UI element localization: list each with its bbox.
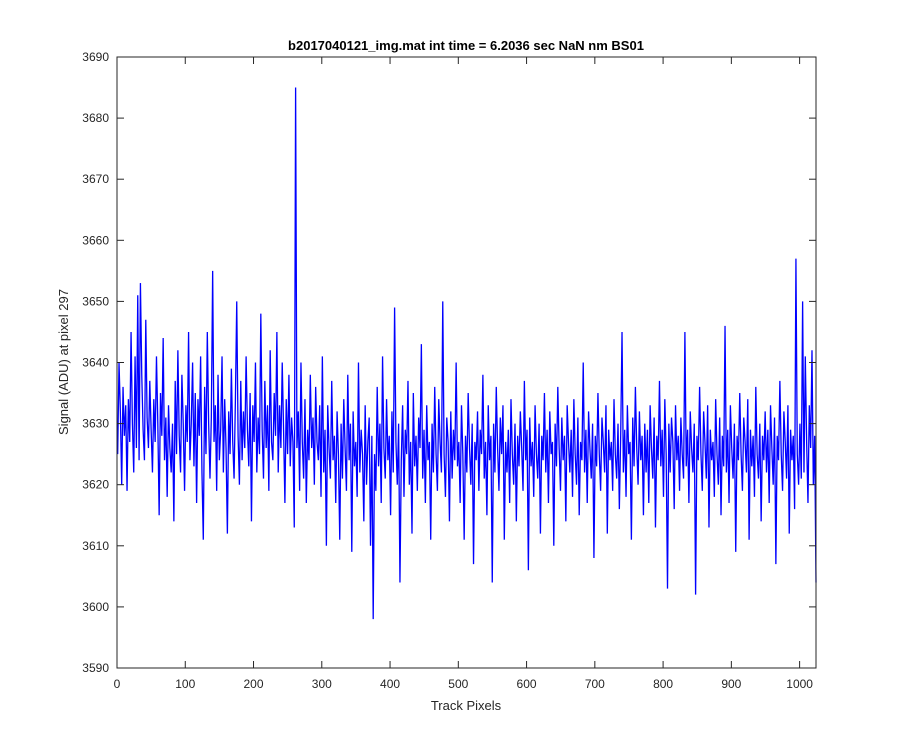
y-tick-label: 3630: [82, 417, 109, 431]
series-line-0: [117, 87, 817, 620]
x-tick-label: 0: [114, 677, 121, 691]
x-tick-label: 1000: [786, 677, 813, 691]
chart-title: b2017040121_img.mat int time = 6.2036 se…: [288, 38, 644, 53]
y-tick-label: 3590: [82, 661, 109, 675]
x-tick-label: 800: [653, 677, 673, 691]
y-tick-label: 3600: [82, 600, 109, 614]
y-tick-label: 3650: [82, 294, 109, 308]
x-tick-label: 400: [380, 677, 400, 691]
y-tick-label: 3660: [82, 233, 109, 247]
x-tick-label: 900: [721, 677, 741, 691]
x-tick-label: 600: [517, 677, 537, 691]
plot-area: [117, 57, 816, 668]
y-tick-label: 3640: [82, 356, 109, 370]
y-axis-label: Signal (ADU) at pixel 297: [56, 289, 71, 435]
x-tick-label: 700: [585, 677, 605, 691]
x-tick-label: 300: [312, 677, 332, 691]
x-axis-label: Track Pixels: [431, 698, 502, 713]
x-tick-label: 200: [244, 677, 264, 691]
x-tick-label: 100: [175, 677, 195, 691]
y-tick-label: 3690: [82, 50, 109, 64]
x-tick-label: 500: [448, 677, 468, 691]
data-layer: [117, 87, 817, 620]
y-axis: 3590 3600 3610 3620 3630 3640 3650 3660 3670 3680…: [82, 50, 816, 675]
y-tick-label: 3670: [82, 172, 109, 186]
y-tick-label: 3610: [82, 539, 109, 553]
y-tick-label: 3680: [82, 111, 109, 125]
y-tick-label: 3620: [82, 478, 109, 492]
x-axis: 0 100 200 300 400 500 600 700 800 900 1000: [114, 57, 813, 691]
